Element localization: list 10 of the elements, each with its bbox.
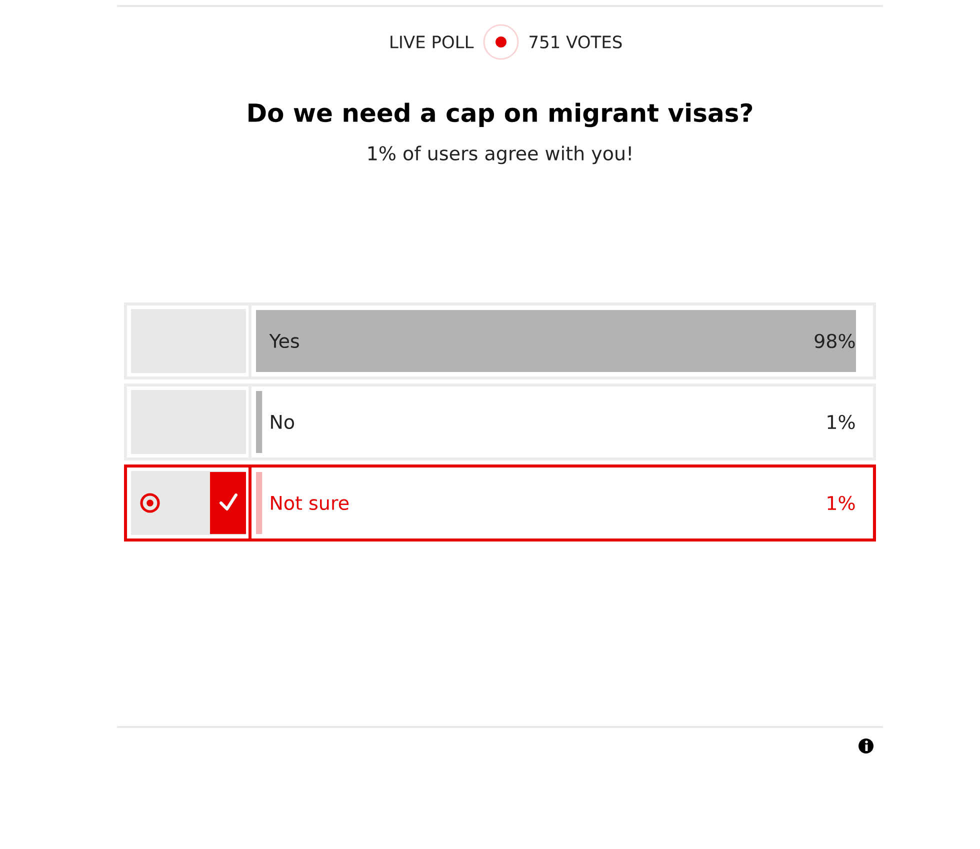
text: LIVE POLL [390, 36, 474, 48]
chart-subtitle: 1% of users agree with you! [368, 146, 631, 164]
y-tick-label: Yes [269, 334, 299, 348]
text: 751 VOTES [530, 36, 622, 48]
data-label: 1% [828, 496, 855, 510]
y-tick-label: No [271, 414, 294, 430]
data-label: 1% [828, 414, 855, 430]
chart-title: Do we need a cap on migrant visas? [248, 102, 752, 128]
y-tick-label: Not sure [271, 496, 349, 510]
data-label: 98% [814, 334, 855, 348]
